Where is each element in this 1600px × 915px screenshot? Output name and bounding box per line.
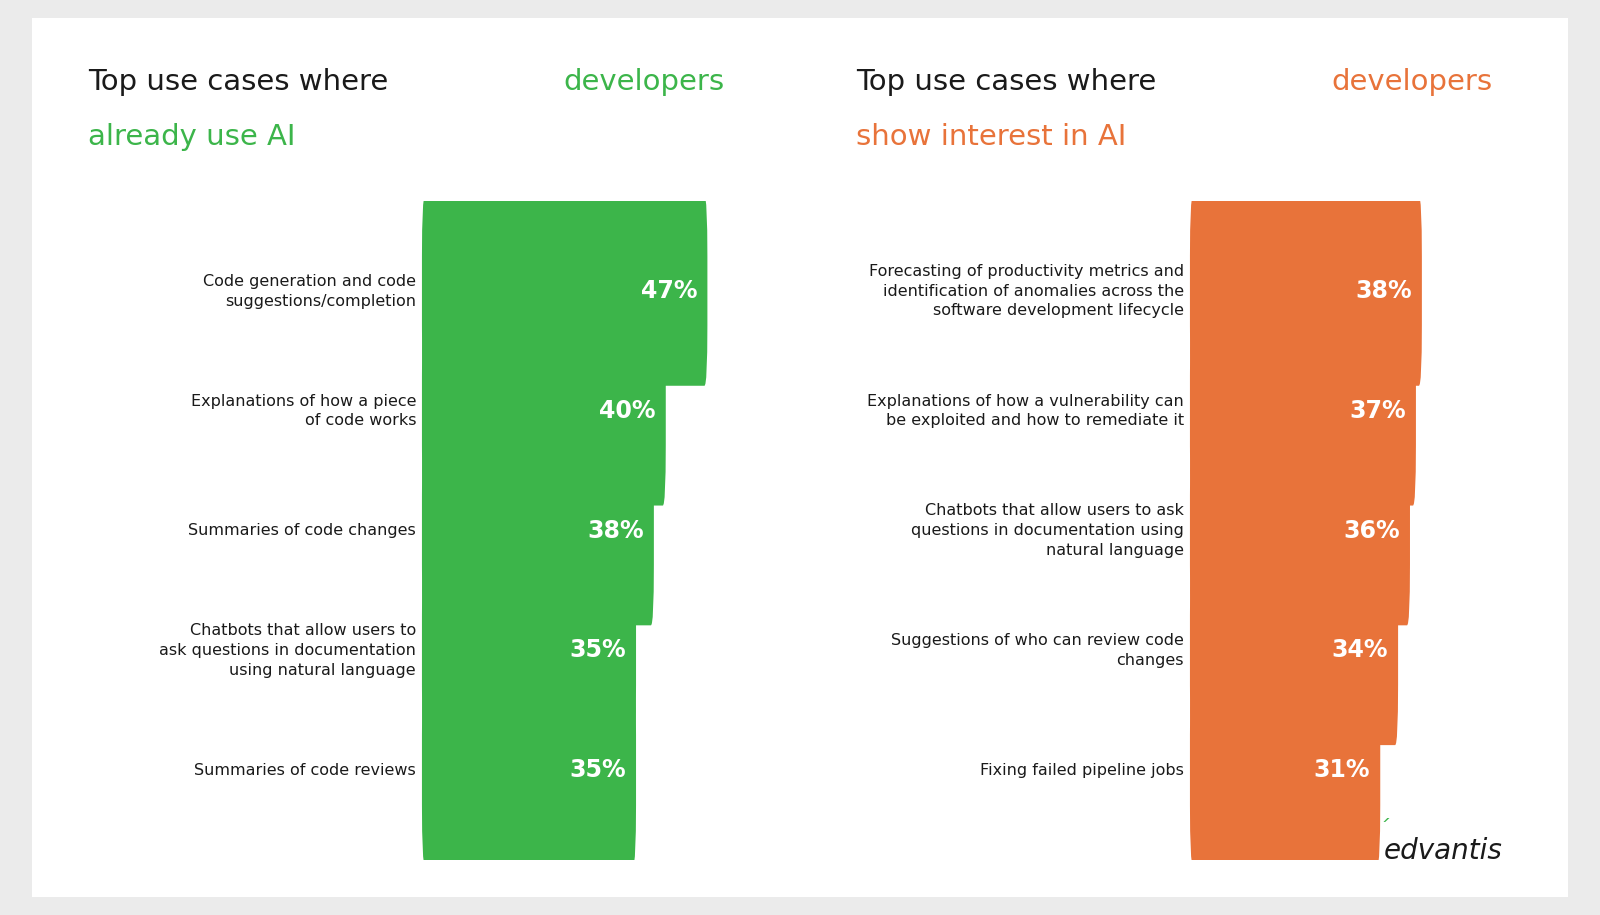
Text: Summaries of code changes: Summaries of code changes bbox=[189, 523, 416, 538]
Text: developers: developers bbox=[1331, 68, 1493, 96]
Text: Explanations of how a vulnerability can
be exploited and how to remediate it: Explanations of how a vulnerability can … bbox=[867, 393, 1184, 428]
Text: Top use cases where: Top use cases where bbox=[856, 68, 1165, 96]
FancyBboxPatch shape bbox=[1190, 675, 1381, 865]
FancyBboxPatch shape bbox=[422, 436, 654, 625]
Text: 37%: 37% bbox=[1349, 399, 1406, 423]
Text: 40%: 40% bbox=[598, 399, 656, 423]
Text: show interest in AI: show interest in AI bbox=[856, 123, 1126, 151]
FancyBboxPatch shape bbox=[422, 555, 637, 745]
FancyBboxPatch shape bbox=[1190, 197, 1422, 386]
Text: Explanations of how a piece
of code works: Explanations of how a piece of code work… bbox=[190, 393, 416, 428]
FancyBboxPatch shape bbox=[422, 197, 707, 386]
Text: 31%: 31% bbox=[1314, 759, 1370, 782]
Text: 38%: 38% bbox=[587, 519, 643, 543]
Text: 34%: 34% bbox=[1331, 639, 1387, 662]
FancyBboxPatch shape bbox=[422, 675, 637, 865]
Text: 35%: 35% bbox=[570, 639, 626, 662]
Text: Summaries of code reviews: Summaries of code reviews bbox=[194, 763, 416, 778]
Text: Chatbots that allow users to
ask questions in documentation
using natural langua: Chatbots that allow users to ask questio… bbox=[158, 623, 416, 678]
Text: 38%: 38% bbox=[1355, 279, 1411, 303]
FancyBboxPatch shape bbox=[1190, 555, 1398, 745]
FancyBboxPatch shape bbox=[1190, 317, 1416, 506]
Text: 47%: 47% bbox=[640, 279, 698, 303]
Text: Code generation and code
suggestions/completion: Code generation and code suggestions/com… bbox=[203, 274, 416, 308]
Text: developers: developers bbox=[563, 68, 725, 96]
Text: 35%: 35% bbox=[570, 759, 626, 782]
Text: Forecasting of productivity metrics and
identification of anomalies across the
s: Forecasting of productivity metrics and … bbox=[869, 264, 1184, 318]
Text: Chatbots that allow users to ask
questions in documentation using
natural langua: Chatbots that allow users to ask questio… bbox=[910, 503, 1184, 558]
Text: edvantis: edvantis bbox=[1384, 836, 1502, 865]
Text: already use AI: already use AI bbox=[88, 123, 296, 151]
Text: 36%: 36% bbox=[1344, 519, 1400, 543]
Text: Suggestions of who can review code
changes: Suggestions of who can review code chang… bbox=[891, 633, 1184, 668]
Text: Top use cases where: Top use cases where bbox=[88, 68, 397, 96]
FancyBboxPatch shape bbox=[1190, 436, 1410, 625]
Text: Fixing failed pipeline jobs: Fixing failed pipeline jobs bbox=[981, 763, 1184, 778]
FancyBboxPatch shape bbox=[422, 317, 666, 506]
